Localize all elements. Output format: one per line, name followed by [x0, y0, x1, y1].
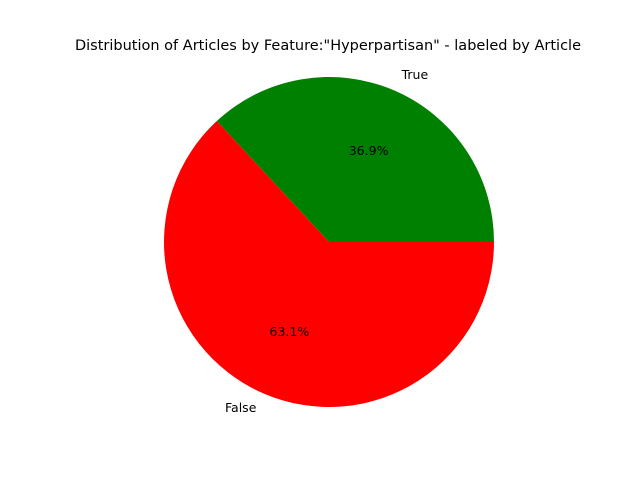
pie-slice-false: [163, 121, 494, 407]
slice-label-false: False: [225, 400, 257, 415]
percent-label-false: 63.1%: [270, 324, 310, 339]
pie-slice-true: [216, 77, 495, 243]
chart-title: Distribution of Articles by Feature:"Hyp…: [75, 38, 581, 54]
pie-plot-area: True 36.9% False 63.1%: [163, 67, 495, 415]
percent-label-true: 36.9%: [349, 143, 389, 158]
slice-label-true: True: [401, 67, 429, 82]
